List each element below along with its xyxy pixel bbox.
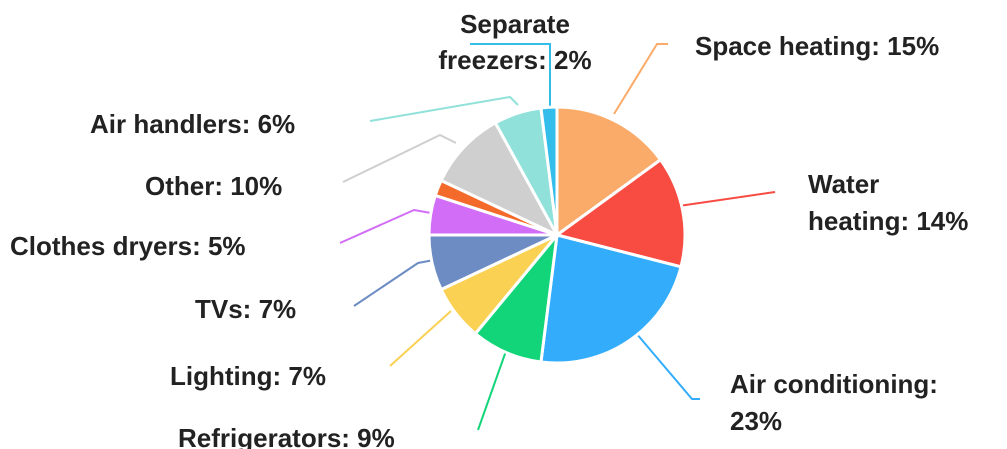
- slice-label-3: Refrigerators: 9%: [178, 423, 395, 449]
- pie-slice-2: [539, 233, 683, 365]
- pie-slice-0: [555, 105, 663, 237]
- slice-label-8: Air handlers: 6%: [90, 109, 295, 139]
- slice-label-1-line-1: heating: 14%: [808, 206, 968, 236]
- slice-label-2-line-0: Air conditioning:: [730, 369, 938, 399]
- slice-label-9-line-0: Separate: [460, 9, 570, 39]
- slice-label-8-line-0: Air handlers: 6%: [90, 109, 295, 139]
- slice-label-1-line-0: Water: [808, 169, 879, 199]
- slice-label-2-line-1: 23%: [730, 406, 782, 436]
- slice-label-6-line-0: Clothes dryers: 5%: [10, 231, 246, 261]
- pie-slices: [427, 105, 687, 365]
- pie-slice-9: [539, 105, 559, 237]
- leader-line-9: [470, 43, 551, 107]
- leader-line-5: [353, 259, 435, 307]
- slice-label-9: Separate freezers: 2%: [438, 9, 591, 75]
- slice-labels: Space heating: 15% Water heating: 14% Air c…: [10, 9, 968, 449]
- leader-line-0: [613, 43, 668, 115]
- leader-line-2: [635, 332, 700, 400]
- pie-slice-7: [439, 121, 559, 237]
- slice-label-9-line-1: freezers: 2%: [438, 45, 591, 75]
- slice-label-4-line-0: Lighting: 7%: [170, 361, 326, 391]
- leader-line-4: [389, 310, 452, 367]
- slice-label-5: TVs: 7%: [195, 294, 296, 324]
- leader-line-3: [477, 350, 507, 431]
- slice-label-1: Water heating: 14%: [808, 169, 968, 236]
- leader-line-6: [339, 208, 432, 244]
- slice-label-4: Lighting: 7%: [170, 361, 326, 391]
- slice-label-5-line-0: TVs: 7%: [195, 294, 296, 324]
- slice-label-0-line-0: Space heating: 15%: [695, 31, 939, 61]
- slice-label-7-line-0: Other: 10%: [145, 171, 282, 201]
- slice-label-3-line-0: Refrigerators: 9%: [178, 423, 395, 449]
- pie-slice-1: [555, 158, 687, 269]
- slice-label-6: Clothes dryers: 5%: [10, 231, 246, 261]
- leader-lines: [339, 43, 776, 431]
- slice-label-2: Air conditioning: 23%: [730, 369, 938, 436]
- leader-line-1: [671, 191, 776, 208]
- leader-line-7: [342, 133, 457, 183]
- slice-label-7: Other: 10%: [145, 171, 282, 201]
- leader-line-8: [369, 95, 519, 122]
- slice-label-0: Space heating: 15%: [695, 31, 939, 61]
